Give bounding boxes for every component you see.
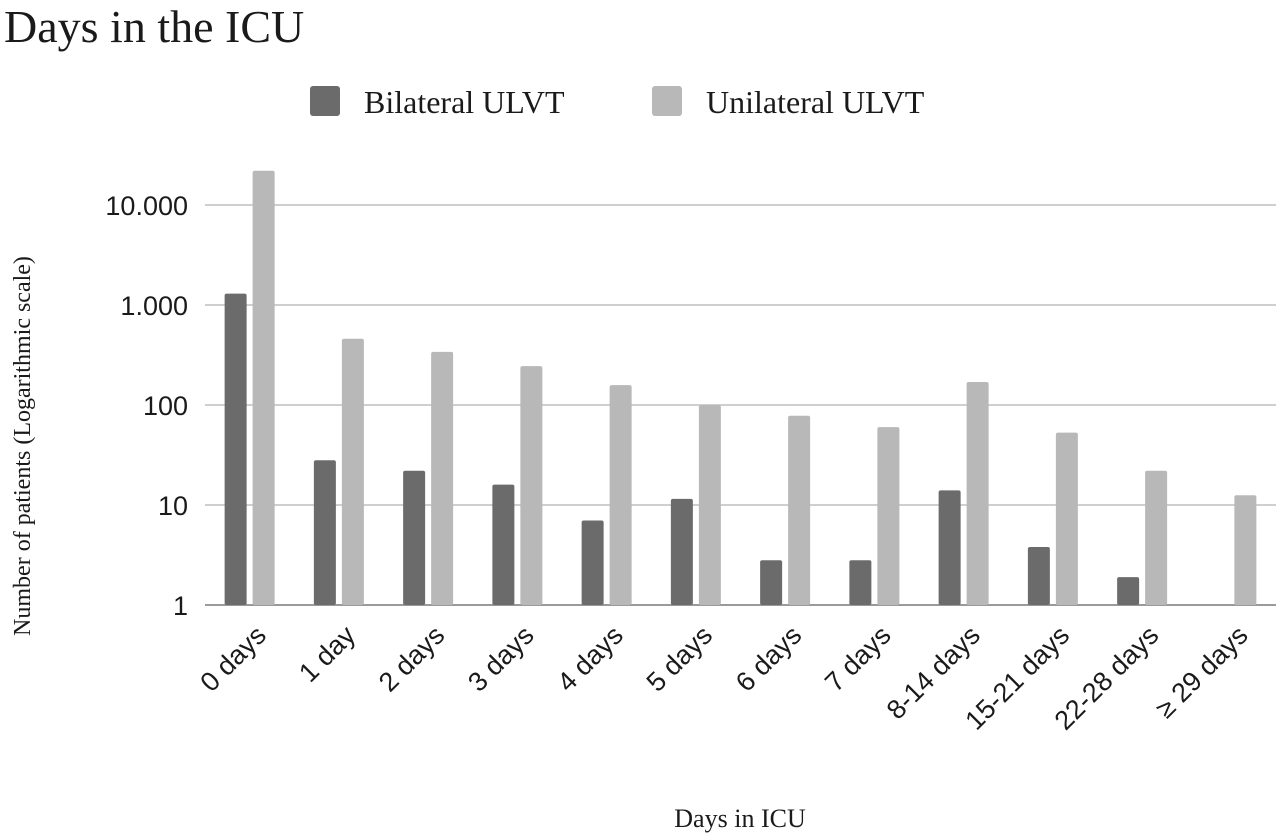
bilateral-bar: [581, 520, 604, 605]
x-axis-ticks: 0 days 1 day 2 days 3 days 4 days 5 days 6 day…: [194, 620, 1253, 736]
unilateral-bar: [698, 405, 721, 605]
legend-swatch: [310, 86, 340, 116]
bilateral-bar: [938, 490, 961, 605]
y-axis-ticks: 1 10 100 1.000 10.000: [105, 191, 188, 621]
y-tick-label: 1.000: [120, 291, 188, 321]
unilateral-bar: [966, 381, 989, 605]
y-tick-label: 100: [143, 391, 188, 421]
unilateral-bar: [252, 170, 275, 605]
unilateral-bar: [520, 366, 543, 605]
legend-swatch: [652, 86, 682, 116]
x-tick-label: 0 days: [194, 620, 271, 697]
y-tick-label: 10.000: [105, 191, 188, 221]
x-tick-label: 4 days: [551, 620, 628, 697]
x-tick-label: 3 days: [462, 620, 539, 697]
bilateral-bar: [224, 293, 247, 605]
bilateral-bar: [849, 560, 872, 605]
bilateral-bar: [670, 498, 693, 605]
unilateral-bar: [1055, 432, 1078, 605]
unilateral-bar: [341, 338, 364, 605]
unilateral-bar: [788, 415, 811, 605]
gridlines: [205, 204, 1276, 606]
unilateral-bar: [877, 427, 900, 605]
bilateral-bar: [760, 560, 783, 605]
y-axis-label: Number of patients (Logarithmic scale): [10, 256, 36, 636]
legend-label: Unilateral ULVT: [706, 84, 925, 120]
x-axis-label: Days in ICU: [674, 804, 806, 833]
bilateral-bar: [403, 470, 426, 605]
bilateral-bar: [1027, 547, 1050, 605]
bars: [224, 170, 1257, 605]
bilateral-bar: [492, 484, 515, 605]
unilateral-bar: [609, 385, 632, 605]
legend: Bilateral ULVT Unilateral ULVT: [310, 84, 925, 120]
legend-label: Bilateral ULVT: [364, 84, 565, 120]
unilateral-bar: [1145, 470, 1168, 605]
x-tick-label: 7 days: [819, 620, 896, 697]
x-tick-label: 6 days: [730, 620, 807, 697]
x-tick-label: 5 days: [641, 620, 718, 697]
unilateral-bar: [431, 351, 454, 605]
chart-title: Days in the ICU: [4, 1, 304, 52]
bilateral-bar: [1117, 577, 1140, 605]
x-tick-label: 2 days: [373, 620, 450, 697]
y-tick-label: 1: [173, 591, 188, 621]
unilateral-bar: [1234, 495, 1257, 605]
bilateral-bar: [313, 460, 336, 605]
y-tick-label: 10: [158, 491, 188, 521]
x-tick-label: ≥ 29 days: [1150, 620, 1254, 724]
x-tick-label: 1 day: [293, 620, 361, 688]
